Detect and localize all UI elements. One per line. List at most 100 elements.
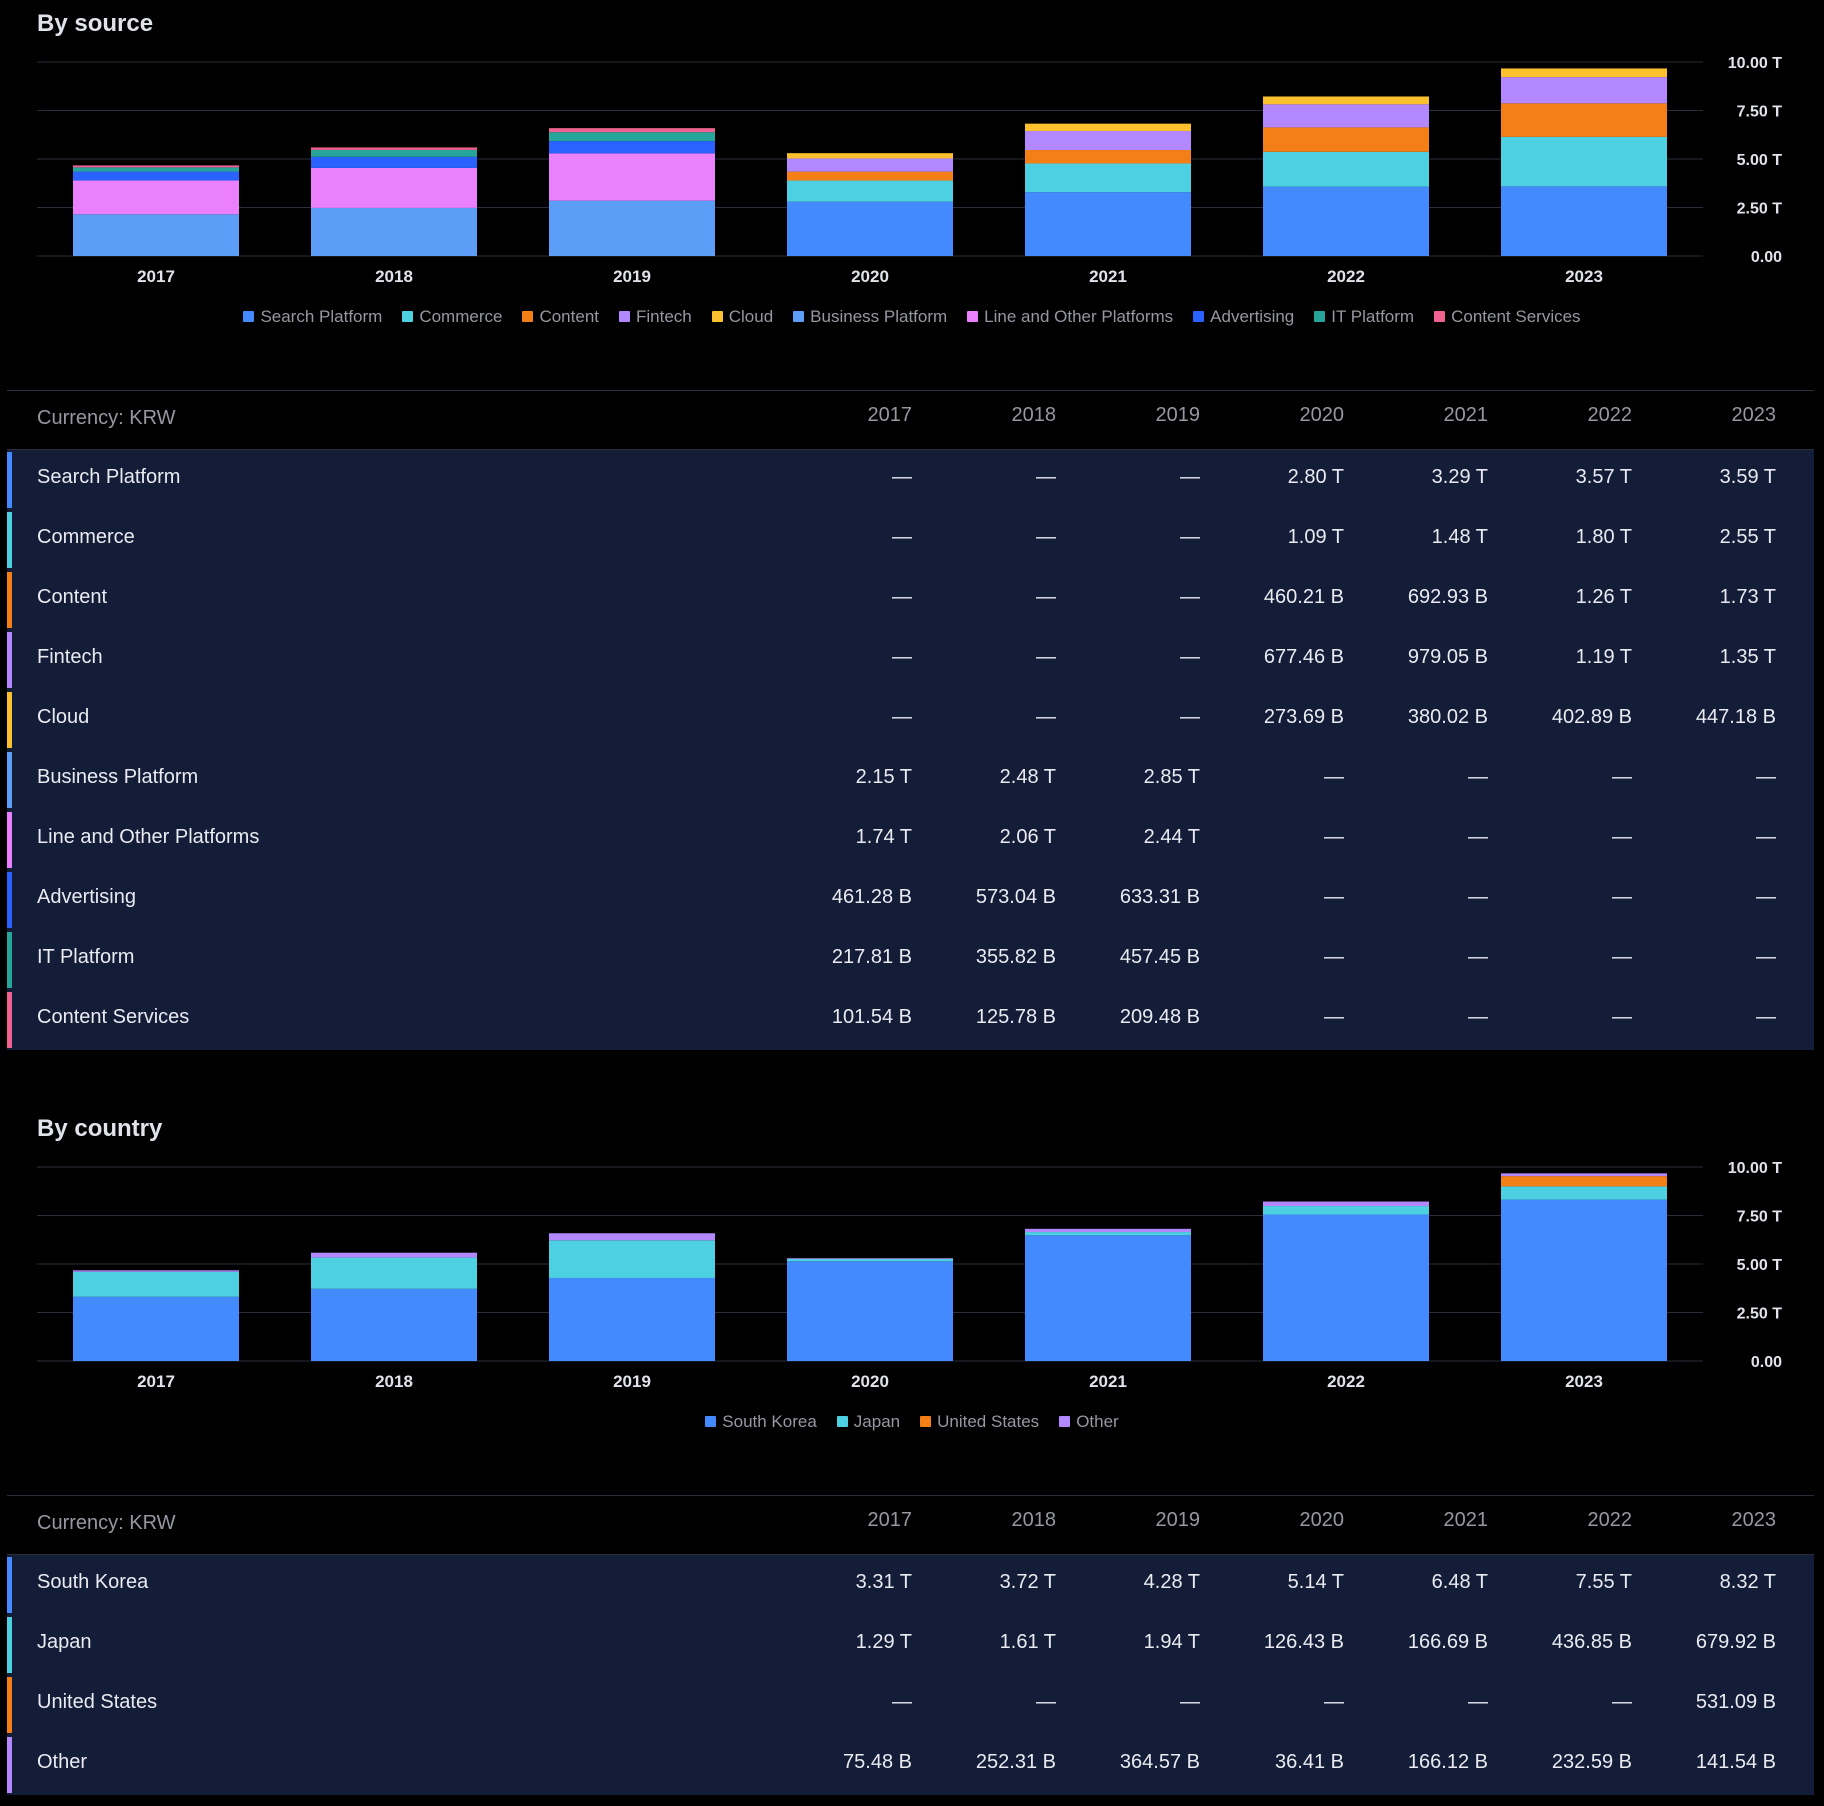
source-legend-item-advertising[interactable]: Advertising: [1193, 307, 1294, 327]
source-bar-segment-it-platform-2019[interactable]: [549, 132, 715, 142]
country-bar-segment-other-2018[interactable]: [311, 1252, 477, 1258]
source-bar-segment-search-platform-2023[interactable]: [1501, 186, 1667, 256]
source-bar-segment-commerce-2021[interactable]: [1025, 163, 1191, 193]
source-bar-segment-fintech-2023[interactable]: [1501, 77, 1667, 104]
country-bar-segment-japan-2020[interactable]: [787, 1258, 953, 1262]
row-color-indicator: [7, 752, 12, 808]
source-bar-segment-fintech-2020[interactable]: [787, 158, 953, 172]
source-bar-segment-content-2022[interactable]: [1263, 127, 1429, 152]
source-bar-segment-commerce-2022[interactable]: [1263, 151, 1429, 187]
source-bar-segment-cloud-2021[interactable]: [1025, 123, 1191, 132]
country-table-row-united-states[interactable]: United States — — — — — — 531.09 B: [7, 1675, 1814, 1735]
source-legend-swatch: [1193, 311, 1205, 322]
source-table-row-fintech[interactable]: Fintech — — — 677.46 B 979.05 B 1.19 T 1.35 T: [7, 630, 1814, 690]
source-legend-item-business-platform[interactable]: Business Platform: [793, 307, 947, 327]
source-legend-item-content-services[interactable]: Content Services: [1434, 307, 1581, 327]
cell-value-2022: —: [1612, 1691, 1632, 1713]
source-table-row-cloud[interactable]: Cloud — — — 273.69 B 380.02 B 402.89 B 447.18 B: [7, 690, 1814, 750]
source-bar-segment-line-and-other-platforms-2017[interactable]: [73, 180, 239, 215]
source-legend-item-cloud[interactable]: Cloud: [711, 307, 773, 327]
country-legend-item-south-korea[interactable]: South Korea: [705, 1412, 817, 1432]
country-bar-segment-south-korea-2022[interactable]: [1263, 1214, 1429, 1361]
source-bar-segment-advertising-2018[interactable]: [311, 156, 477, 168]
source-table-row-advertising[interactable]: Advertising 461.28 B 573.04 B 633.31 B — — — —: [7, 870, 1814, 930]
country-legend-item-japan[interactable]: Japan: [836, 1412, 900, 1432]
source-bar-segment-search-platform-2021[interactable]: [1025, 192, 1191, 256]
source-table-row-it-platform[interactable]: IT Platform 217.81 B 355.82 B 457.45 B — — — —: [7, 930, 1814, 990]
source-bar-segment-business-platform-2019[interactable]: [549, 200, 715, 256]
source-bar-segment-search-platform-2022[interactable]: [1263, 186, 1429, 256]
country-bar-segment-other-2019[interactable]: [549, 1233, 715, 1241]
country-table-row-japan[interactable]: Japan 1.29 T 1.61 T 1.94 T 126.43 B 166.69 B 4…: [7, 1615, 1814, 1675]
source-bar-segment-business-platform-2018[interactable]: [311, 207, 477, 256]
source-bar-segment-cloud-2020[interactable]: [787, 153, 953, 159]
cell-value-2023: 1.73 T: [1719, 586, 1776, 608]
source-bar-segment-content-2023[interactable]: [1501, 103, 1667, 137]
source-bar-segment-content-services-2018[interactable]: [311, 147, 477, 150]
source-table-row-commerce[interactable]: Commerce — — — 1.09 T 1.48 T 1.80 T 2.55 T: [7, 510, 1814, 570]
source-legend-item-commerce[interactable]: Commerce: [402, 307, 502, 327]
source-legend-item-content[interactable]: Content: [522, 307, 599, 327]
source-table-row-line-and-other-platforms[interactable]: Line and Other Platforms 1.74 T 2.06 T 2.44…: [7, 810, 1814, 870]
source-bar-segment-line-and-other-platforms-2018[interactable]: [311, 167, 477, 208]
country-bar-segment-other-2020[interactable]: [787, 1258, 953, 1259]
row-color-indicator: [7, 1557, 12, 1613]
cell-value-2019: —: [1180, 646, 1200, 668]
source-column-header-2023: 2023: [1731, 404, 1777, 426]
source-table-row-business-platform[interactable]: Business Platform 2.15 T 2.48 T 2.85 T — — — —: [7, 750, 1814, 810]
country-bar-segment-japan-2017[interactable]: [73, 1271, 239, 1297]
source-bar-segment-fintech-2021[interactable]: [1025, 131, 1191, 151]
cell-value-2019: 633.31 B: [1119, 886, 1200, 908]
country-bar-segment-japan-2021[interactable]: [1025, 1232, 1191, 1236]
country-bar-segment-south-korea-2018[interactable]: [311, 1288, 477, 1361]
source-bar-segment-cloud-2023[interactable]: [1501, 68, 1667, 78]
country-bar-segment-japan-2023[interactable]: [1501, 1186, 1667, 1200]
source-bar-segment-content-services-2017[interactable]: [73, 165, 239, 168]
country-bar-segment-other-2022[interactable]: [1263, 1201, 1429, 1207]
source-bar-segment-cloud-2022[interactable]: [1263, 96, 1429, 105]
country-bar-segment-japan-2018[interactable]: [311, 1257, 477, 1289]
country-bar-segment-other-2017[interactable]: [73, 1270, 239, 1272]
cell-value-2021: —: [1468, 1006, 1488, 1028]
country-table-row-other[interactable]: Other 75.48 B 252.31 B 364.57 B 36.41 B 166.1…: [7, 1735, 1814, 1795]
source-bar-segment-advertising-2019[interactable]: [549, 141, 715, 154]
source-bar-segment-search-platform-2020[interactable]: [787, 201, 953, 256]
source-bar-segment-content-2020[interactable]: [787, 171, 953, 181]
source-legend-item-it-platform[interactable]: IT Platform: [1314, 307, 1414, 327]
row-color-indicator: [7, 992, 12, 1048]
country-legend-item-other[interactable]: Other: [1059, 1412, 1119, 1432]
country-bar-segment-south-korea-2023[interactable]: [1501, 1199, 1667, 1361]
source-legend-item-search-platform[interactable]: Search Platform: [243, 307, 382, 327]
source-bar-segment-it-platform-2018[interactable]: [311, 149, 477, 157]
country-table-row-south-korea[interactable]: South Korea 3.31 T 3.72 T 4.28 T 5.14 T 6.48 …: [7, 1555, 1814, 1615]
source-bar-segment-fintech-2022[interactable]: [1263, 104, 1429, 128]
country-bar-segment-japan-2022[interactable]: [1263, 1206, 1429, 1215]
source-bar-segment-business-platform-2017[interactable]: [73, 214, 239, 256]
source-bar-segment-commerce-2023[interactable]: [1501, 136, 1667, 187]
country-bar-segment-other-2023[interactable]: [1501, 1173, 1667, 1177]
country-bar-segment-south-korea-2021[interactable]: [1025, 1235, 1191, 1361]
source-column-header-2019: 2019: [1155, 404, 1201, 426]
source-bar-segment-it-platform-2017[interactable]: [73, 167, 239, 172]
source-bar-segment-content-2021[interactable]: [1025, 150, 1191, 164]
source-bar-segment-line-and-other-platforms-2019[interactable]: [549, 153, 715, 201]
country-bar-segment-south-korea-2020[interactable]: [787, 1261, 953, 1361]
country-bar-segment-japan-2019[interactable]: [549, 1240, 715, 1278]
source-legend-item-fintech[interactable]: Fintech: [619, 307, 692, 327]
country-chart-legend: South Korea Japan United States Other: [0, 1412, 1824, 1432]
source-table-row-content[interactable]: Content — — — 460.21 B 692.93 B 1.26 T 1.73 T: [7, 570, 1814, 630]
source-bar-segment-commerce-2020[interactable]: [787, 180, 953, 202]
country-legend-item-united-states[interactable]: United States: [920, 1412, 1039, 1432]
country-bar-segment-south-korea-2017[interactable]: [73, 1296, 239, 1361]
country-column-header-2019: 2019: [1155, 1509, 1201, 1531]
source-legend-item-line-and-other-platforms[interactable]: Line and Other Platforms: [967, 307, 1173, 327]
cell-value-2020: 273.69 B: [1263, 706, 1344, 728]
country-bar-segment-south-korea-2019[interactable]: [549, 1277, 715, 1361]
source-bar-segment-advertising-2017[interactable]: [73, 171, 239, 181]
source-bar-segment-content-services-2019[interactable]: [549, 128, 715, 133]
row-label: United States: [37, 1691, 158, 1713]
source-table-row-content-services[interactable]: Content Services 101.54 B 125.78 B 209.48 B…: [7, 990, 1814, 1050]
country-bar-segment-united-states-2023[interactable]: [1501, 1176, 1667, 1187]
country-bar-segment-other-2021[interactable]: [1025, 1228, 1191, 1233]
source-table-row-search-platform[interactable]: Search Platform — — — 2.80 T 3.29 T 3.57 T 3.59…: [7, 450, 1814, 510]
